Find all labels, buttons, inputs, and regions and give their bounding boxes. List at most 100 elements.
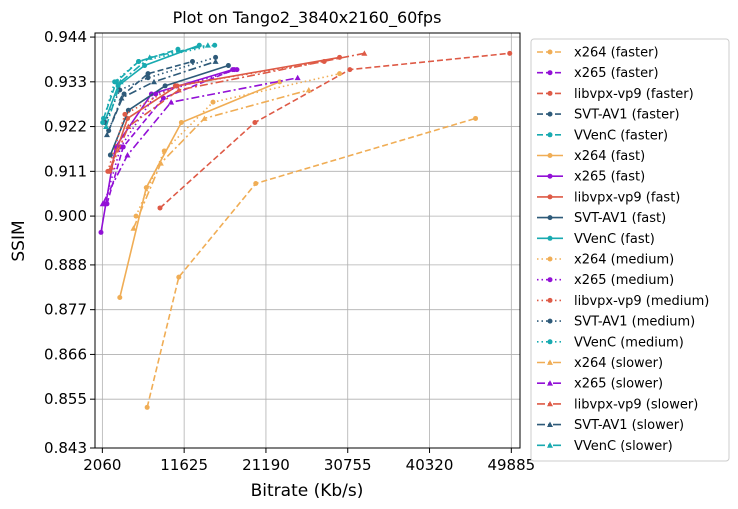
series-vvenc-medium xyxy=(100,42,218,126)
legend-label: x265 (faster) xyxy=(574,66,659,81)
legend-label: libvpx-vp9 (slower) xyxy=(574,397,698,412)
data-point xyxy=(125,123,132,129)
series-line xyxy=(146,117,476,408)
legend-marker xyxy=(547,359,553,365)
series-line xyxy=(135,72,340,217)
series-svt-av1-fast xyxy=(107,63,231,158)
data-point xyxy=(99,200,106,207)
y-tick-label: 0.866 xyxy=(44,345,87,363)
series-line xyxy=(109,64,229,156)
legend-marker xyxy=(547,215,553,221)
legend-label: VVenC (slower) xyxy=(574,439,673,454)
data-point xyxy=(234,67,240,73)
data-point xyxy=(176,274,182,280)
legend-marker xyxy=(547,132,553,138)
legend-marker xyxy=(547,380,553,386)
data-point xyxy=(151,78,158,85)
legend-marker xyxy=(547,277,553,283)
data-point xyxy=(473,115,479,121)
legend-label: VVenC (fast) xyxy=(574,232,655,247)
data-point xyxy=(277,79,283,85)
x-tick-label: 30755 xyxy=(324,456,372,474)
series-svt-av1-slower xyxy=(103,58,219,138)
data-point xyxy=(213,54,219,60)
data-point xyxy=(107,152,113,158)
data-point xyxy=(103,123,110,129)
data-point xyxy=(210,99,216,105)
data-point xyxy=(125,107,131,113)
legend-item: libvpx-vp9 (slower) xyxy=(537,397,698,412)
legend-item: x264 (medium) xyxy=(537,253,674,268)
data-point xyxy=(130,225,137,231)
series-line xyxy=(108,56,340,172)
data-point xyxy=(337,71,343,77)
legend-item: x265 (medium) xyxy=(537,273,674,288)
legend-marker xyxy=(547,297,553,303)
legend-marker xyxy=(547,442,553,448)
legend-item: VVenC (slower) xyxy=(537,439,673,454)
legend-label: VVenC (medium) xyxy=(574,335,684,350)
legend-label: libvpx-vp9 (faster) xyxy=(574,87,694,102)
data-point xyxy=(103,131,110,138)
data-point xyxy=(253,181,259,187)
legend-marker xyxy=(547,318,553,324)
y-tick-label: 0.944 xyxy=(44,28,87,46)
data-point xyxy=(162,83,168,89)
legend-marker xyxy=(547,339,553,345)
legend-label: libvpx-vp9 (medium) xyxy=(574,294,709,309)
legend-item: SVT-AV1 (slower) xyxy=(537,418,684,433)
data-point xyxy=(145,71,151,77)
y-tick-label: 0.900 xyxy=(44,207,87,225)
legend-marker xyxy=(547,235,553,241)
data-point xyxy=(117,294,123,300)
series-line xyxy=(104,56,216,123)
legend-item: x265 (slower) xyxy=(537,377,663,392)
series-line xyxy=(159,52,510,209)
data-point xyxy=(201,115,208,121)
legend-marker xyxy=(547,70,553,76)
legend-item: SVT-AV1 (faster) xyxy=(537,108,680,123)
legend-label: libvpx-vp9 (fast) xyxy=(574,190,680,205)
data-point xyxy=(143,185,149,191)
series-line xyxy=(110,52,365,168)
plot-frame xyxy=(94,32,521,449)
ticks: 2060 11625 21190 30755 40320 49885 0.843 0.855 0… xyxy=(44,28,535,474)
grid xyxy=(95,33,520,449)
data-point xyxy=(118,95,125,101)
legend-marker xyxy=(547,49,553,55)
data-point xyxy=(108,164,115,170)
legend-label: x265 (medium) xyxy=(574,273,674,288)
legend: x264 (faster) x265 (faster) libvpx-vp9 (fa… xyxy=(530,38,730,462)
series-libvpx-vp9-faster xyxy=(157,50,513,211)
legend-item: x264 (faster) xyxy=(537,46,659,61)
legend-label: SVT-AV1 (fast) xyxy=(574,211,666,226)
legend-marker xyxy=(547,173,553,179)
series-line xyxy=(107,60,193,131)
data-point xyxy=(142,63,148,69)
legend-item: x264 (slower) xyxy=(537,356,663,371)
legend-marker xyxy=(547,400,553,407)
x-axis-label: Bitrate (Kb/s) xyxy=(251,481,364,501)
data-point xyxy=(204,42,211,48)
data-point xyxy=(361,50,368,56)
legend-label: VVenC (faster) xyxy=(574,128,668,143)
series-x264-fast xyxy=(117,79,283,300)
legend-label: x264 (medium) xyxy=(574,253,674,268)
data-point xyxy=(98,229,104,235)
legend-label: SVT-AV1 (faster) xyxy=(574,108,680,123)
series-line xyxy=(101,44,215,123)
x-tick-label: 2060 xyxy=(83,456,121,474)
series-x264-faster xyxy=(144,115,479,410)
legend-box xyxy=(530,38,730,462)
data-point xyxy=(161,148,167,154)
data-point xyxy=(157,160,164,166)
data-point xyxy=(117,78,124,85)
legend-marker xyxy=(547,194,553,200)
data-point xyxy=(294,74,301,81)
data-point xyxy=(112,79,118,85)
y-axis-label: SSIM xyxy=(9,220,29,261)
legend-label: SVT-AV1 (medium) xyxy=(574,315,695,330)
series-line xyxy=(103,44,200,123)
y-tick-label: 0.933 xyxy=(44,73,87,91)
data-point xyxy=(100,120,106,126)
